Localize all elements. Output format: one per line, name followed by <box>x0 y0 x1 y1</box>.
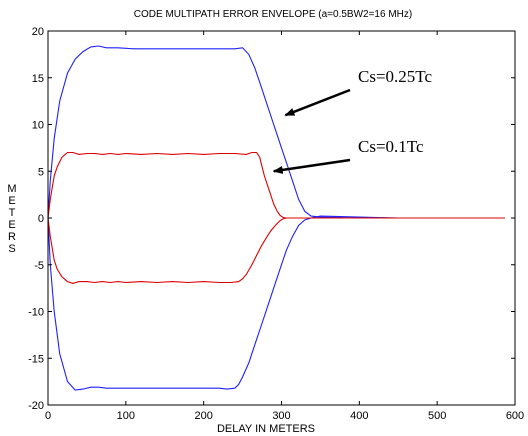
series-line-4 <box>47 217 505 284</box>
y-tick-label: 10 <box>32 120 44 132</box>
y-axis-label-letter: R <box>8 231 16 243</box>
y-tick-label: 5 <box>38 166 44 178</box>
y-tick-label: -15 <box>28 353 44 365</box>
y-tick-label: 20 <box>32 26 44 38</box>
annotation-label: Cs=0.1Tc <box>358 137 424 156</box>
annotation-arrow <box>284 88 351 117</box>
series-line-2 <box>47 215 505 391</box>
y-axis-label-letter: E <box>8 219 15 231</box>
y-axis-label-letter: E <box>8 195 15 207</box>
x-tick-label: 400 <box>350 410 368 422</box>
x-tick-label: 200 <box>194 410 212 422</box>
x-tick-label: 600 <box>506 410 524 422</box>
y-tick-label: -10 <box>28 307 44 319</box>
axis-ticks: 0 100 200 300 400 500 600 20 15 10 5 0 -5 -10 -15 -20 <box>28 26 524 422</box>
x-tick-label: 0 <box>45 410 51 422</box>
y-axis-label-letter: T <box>9 207 16 219</box>
y-tick-label: 15 <box>32 73 44 85</box>
series-lines <box>47 45 505 391</box>
y-axis-label-letter: S <box>8 243 15 255</box>
annotation-label: Cs=0.25Tc <box>358 67 432 86</box>
chart-title: CODE MULTIPATH ERROR ENVELOPE (a=0.5BW2=… <box>134 9 412 20</box>
series-line-3 <box>47 151 505 219</box>
y-tick-label: -5 <box>34 260 44 272</box>
annotation-arrow <box>272 158 351 174</box>
y-tick-label: 0 <box>38 213 44 225</box>
y-tick-label: -20 <box>28 400 44 412</box>
y-axis-label: METERS <box>7 183 16 255</box>
y-axis-label-letter: M <box>7 183 16 195</box>
x-axis-label: DELAY IN METERS <box>217 423 315 435</box>
x-tick-label: 100 <box>117 410 135 422</box>
series-line-1 <box>47 45 505 219</box>
x-tick-label: 300 <box>272 410 290 422</box>
annotations: Cs=0.25Tc Cs=0.1Tc <box>272 67 432 174</box>
x-tick-label: 500 <box>428 410 446 422</box>
